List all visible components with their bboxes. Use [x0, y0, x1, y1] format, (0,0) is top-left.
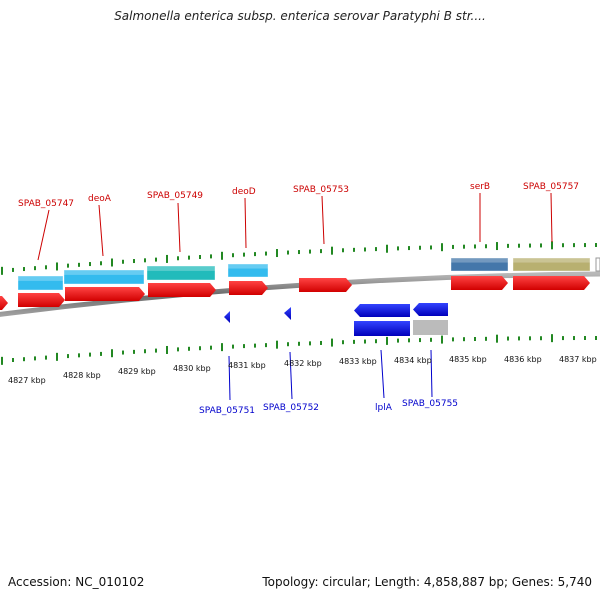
gene-block [227, 263, 269, 278]
gene-block [146, 265, 216, 281]
cds-arrow [224, 311, 230, 323]
gene-label[interactable]: SPAB_05749 [147, 191, 203, 201]
gene-labels: SPAB_05747 deoA SPAB_05749 deoD SPAB_057… [18, 182, 579, 416]
gene-block-shine [18, 276, 63, 281]
gene-block [595, 257, 600, 272]
kbp-label: 4834 kbp [394, 356, 432, 365]
cds-arrow [148, 283, 216, 297]
cds-arrow [18, 293, 65, 307]
gene-block [63, 269, 145, 285]
gene-label[interactable]: SPAB_05747 [18, 199, 74, 209]
leader-line [430, 349, 433, 398]
cds-arrow [229, 281, 268, 295]
cds-arrow [284, 307, 291, 320]
kbp-label: 4832 kbp [284, 359, 322, 368]
leader-line [228, 355, 231, 401]
gene-label[interactable]: SPAB_05755 [402, 399, 458, 409]
leader-line [98, 204, 104, 257]
gene-label[interactable]: serB [470, 182, 490, 192]
kbp-label: 4829 kbp [118, 367, 156, 376]
kbp-label: 4835 kbp [449, 355, 487, 364]
label-leader-lines [37, 192, 553, 401]
gene-label[interactable]: deoD [232, 187, 256, 197]
gene-block-shine [64, 270, 144, 275]
gene-label[interactable]: SPAB_05752 [263, 403, 319, 413]
cds-arrow [451, 276, 508, 290]
kbp-label: 4827 kbp [8, 376, 46, 385]
kbp-label: 4836 kbp [504, 355, 542, 364]
kbp-label: 4837 kbp [559, 355, 597, 364]
leader-line [177, 202, 181, 253]
cds-arrow [354, 304, 410, 317]
bottom-tick-track [1, 334, 597, 365]
gene-block-shine [451, 258, 508, 263]
kbp-label: 4828 kbp [63, 371, 101, 380]
gene-block [450, 257, 509, 272]
kbp-label: 4833 kbp [339, 357, 377, 366]
leader-line [37, 209, 50, 261]
gene-block [512, 257, 591, 272]
gene-block-shine [513, 258, 590, 263]
cds-arrow [513, 276, 590, 290]
kbp-label: 4831 kbp [228, 361, 266, 370]
leader-line [289, 351, 293, 400]
gene-block [17, 275, 64, 291]
coordinate-labels: 4827 kbp 4828 kbp 4829 kbp 4830 kbp 4831… [8, 355, 597, 385]
gene-block-shine [596, 258, 600, 263]
top-tick-track [1, 241, 597, 275]
leader-line [244, 197, 247, 249]
genome-title: Salmonella enterica subsp. enterica sero… [114, 9, 486, 23]
gene-label[interactable]: deoA [88, 194, 112, 204]
feature-track [0, 257, 600, 336]
gene-block-shine [147, 266, 215, 271]
kbp-label: 4830 kbp [173, 364, 211, 373]
cds-arrow [65, 287, 145, 301]
gene-block [413, 320, 448, 335]
gene-block-shine [228, 264, 268, 269]
leader-line [550, 192, 553, 243]
accession-text: Accession: NC_010102 [8, 575, 145, 589]
cds-arrow [413, 303, 448, 316]
genome-summary: Topology: circular; Length: 4,858,887 bp… [262, 575, 592, 589]
cds-arrow [0, 296, 8, 310]
gene-label[interactable]: SPAB_05751 [199, 406, 255, 416]
gene-label[interactable]: SPAB_05753 [293, 185, 349, 195]
gene-label[interactable]: lplA [375, 403, 393, 413]
leader-line [380, 349, 385, 399]
gene-label[interactable]: SPAB_05757 [523, 182, 579, 192]
cds-arrow [299, 278, 352, 292]
gene-block [354, 321, 410, 336]
leader-line [321, 195, 325, 245]
